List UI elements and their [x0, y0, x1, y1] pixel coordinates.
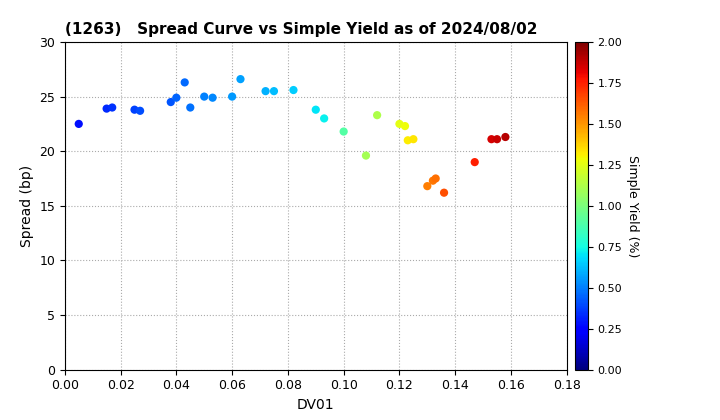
Point: [101, 105, 112, 112]
Point: [207, 94, 218, 101]
Point: [421, 183, 433, 189]
Point: [500, 134, 511, 140]
Point: [235, 76, 246, 82]
Point: [408, 136, 419, 142]
Text: (1263)   Spread Curve vs Simple Yield as of 2024/08/02: (1263) Spread Curve vs Simple Yield as o…: [65, 22, 537, 37]
Point: [318, 115, 330, 122]
Point: [469, 159, 480, 165]
Point: [310, 106, 322, 113]
Point: [73, 121, 84, 127]
Point: [438, 189, 450, 196]
Point: [486, 136, 498, 142]
Point: [338, 128, 349, 135]
Point: [491, 136, 503, 142]
Point: [394, 121, 405, 127]
Point: [184, 104, 196, 111]
Point: [288, 87, 300, 93]
Point: [165, 99, 176, 105]
Point: [226, 93, 238, 100]
Point: [179, 79, 191, 86]
Point: [129, 106, 140, 113]
Point: [171, 94, 182, 101]
Point: [400, 123, 411, 129]
Point: [268, 88, 279, 94]
Point: [372, 112, 383, 118]
Point: [107, 104, 118, 111]
X-axis label: DV01: DV01: [297, 398, 335, 412]
Y-axis label: Spread (bp): Spread (bp): [19, 165, 34, 247]
Point: [427, 177, 438, 184]
Point: [199, 93, 210, 100]
Point: [430, 175, 441, 182]
Point: [402, 137, 413, 144]
Point: [360, 152, 372, 159]
Point: [135, 108, 146, 114]
Y-axis label: Simple Yield (%): Simple Yield (%): [626, 155, 639, 257]
Point: [260, 88, 271, 94]
